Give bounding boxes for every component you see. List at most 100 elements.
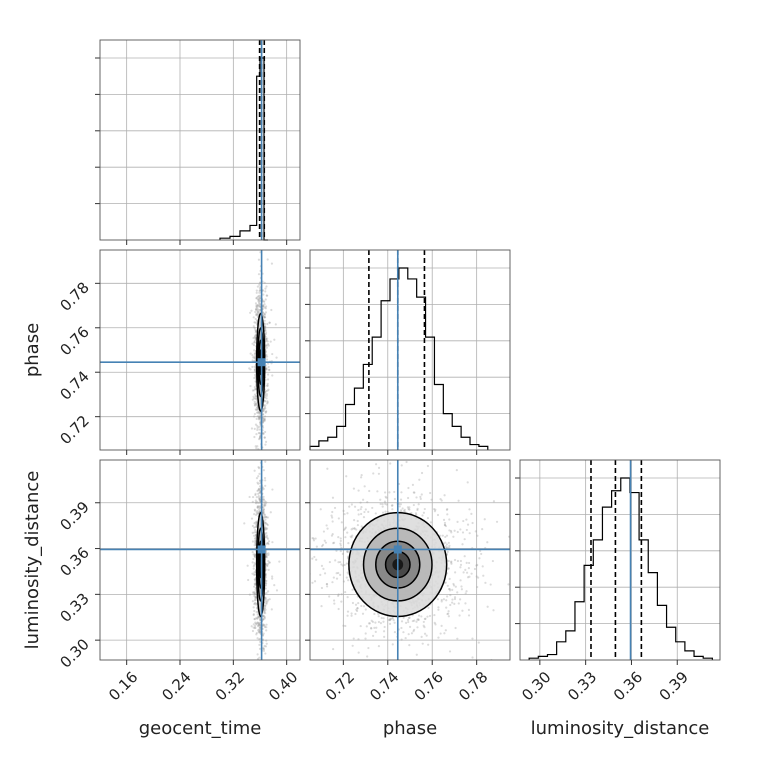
pair-phase-vs-luminosity-distance-point bbox=[354, 603, 358, 606]
pair-geocent-time-vs-luminosity-distance-point bbox=[255, 633, 258, 636]
pair-phase-vs-luminosity-distance-point bbox=[330, 514, 333, 517]
pair-geocent-time-vs-luminosity-distance-point bbox=[263, 516, 266, 519]
pair-geocent-time-vs-luminosity-distance-point bbox=[258, 631, 261, 634]
pair-geocent-time-vs-phase-point bbox=[258, 294, 261, 297]
pair-geocent-time-vs-phase-point bbox=[263, 407, 266, 410]
pair-geocent-time-vs-phase-point bbox=[255, 305, 258, 308]
pair-phase-vs-luminosity-distance-point bbox=[337, 561, 340, 564]
pair-phase-vs-luminosity-distance-point bbox=[407, 633, 410, 636]
pair-geocent-time-vs-luminosity-distance-point bbox=[262, 495, 265, 499]
pair-geocent-time-vs-luminosity-distance-point bbox=[261, 512, 265, 515]
pair-geocent-time-vs-phase-point bbox=[258, 298, 261, 302]
pair-geocent-time-vs-phase-point bbox=[254, 408, 257, 411]
pair-phase-vs-luminosity-distance-point bbox=[345, 475, 348, 478]
pair-geocent-time-vs-luminosity-distance-point bbox=[253, 593, 256, 596]
pair-geocent-time-vs-phase-point bbox=[255, 296, 258, 300]
pair-phase-vs-luminosity-distance-point bbox=[370, 619, 373, 622]
pair-phase-vs-luminosity-distance-point bbox=[452, 582, 455, 586]
pair-phase-vs-luminosity-distance-point bbox=[311, 557, 314, 560]
pair-phase-vs-luminosity-distance-point bbox=[478, 557, 481, 560]
pair-geocent-time-vs-luminosity-distance-point bbox=[254, 513, 258, 517]
pair-geocent-time-vs-luminosity-distance-point bbox=[257, 489, 260, 492]
pair-phase-vs-luminosity-distance-point bbox=[390, 504, 394, 507]
pair-geocent-time-vs-luminosity-distance-point bbox=[265, 626, 268, 629]
pair-geocent-time-vs-luminosity-distance-point bbox=[268, 598, 271, 601]
pair-phase-vs-luminosity-distance-point bbox=[351, 588, 354, 591]
phase-ytick-label-2: 0.76 bbox=[56, 323, 92, 359]
pair-geocent-time-vs-luminosity-distance-point bbox=[266, 666, 268, 668]
pair-geocent-time-vs-luminosity-distance-point bbox=[259, 637, 262, 640]
pair-phase-vs-luminosity-distance-point bbox=[355, 528, 358, 531]
pair-geocent-time-vs-phase-samples bbox=[248, 251, 278, 450]
pair-geocent-time-vs-luminosity-distance-point bbox=[271, 541, 274, 544]
pair-geocent-time-vs-luminosity-distance-point bbox=[264, 608, 267, 611]
pair-phase-vs-luminosity-distance-point bbox=[466, 481, 469, 484]
pair-geocent-time-vs-luminosity-distance-point bbox=[256, 617, 259, 620]
pair-geocent-time-vs-phase-point bbox=[254, 302, 258, 305]
pair-phase-vs-luminosity-distance-point bbox=[380, 616, 383, 620]
pair-phase-vs-luminosity-distance-point bbox=[388, 491, 391, 494]
pair-geocent-time-vs-phase-point bbox=[258, 411, 261, 414]
pair-phase-vs-luminosity-distance-point bbox=[442, 518, 446, 521]
pair-geocent-time-vs-phase-point bbox=[258, 287, 262, 290]
pair-phase-vs-luminosity-distance-point bbox=[346, 571, 349, 574]
pair-phase-vs-luminosity-distance-point bbox=[357, 651, 360, 654]
pair-geocent-time-vs-phase-point bbox=[254, 397, 257, 400]
pair-phase-vs-luminosity-distance-point bbox=[383, 500, 387, 503]
luminosity-distance-tick-label-2: 0.36 bbox=[610, 668, 646, 704]
pair-geocent-time-vs-phase-point bbox=[254, 402, 257, 405]
pair-phase-vs-luminosity-distance-point bbox=[340, 546, 343, 550]
pair-geocent-time-vs-luminosity-distance-point bbox=[256, 637, 259, 640]
pair-phase-vs-luminosity-distance-point bbox=[349, 535, 352, 538]
pair-phase-vs-luminosity-distance-point bbox=[448, 518, 451, 521]
pair-phase-vs-luminosity-distance-point bbox=[440, 499, 443, 502]
pair-geocent-time-vs-luminosity-distance-point bbox=[256, 653, 259, 656]
pair-phase-vs-luminosity-distance-point bbox=[325, 583, 329, 586]
pair-phase-vs-luminosity-distance-point bbox=[446, 595, 449, 598]
pair-phase-vs-luminosity-distance-point bbox=[406, 496, 410, 500]
pair-geocent-time-vs-phase-point bbox=[253, 355, 256, 358]
pair-geocent-time-vs-phase-point bbox=[266, 402, 269, 405]
pair-geocent-time-vs-phase-point bbox=[273, 338, 276, 341]
pair-phase-vs-luminosity-distance-point bbox=[467, 608, 471, 612]
pair-geocent-time-vs-luminosity-distance-point bbox=[265, 602, 268, 606]
pair-phase-vs-luminosity-distance-point bbox=[362, 605, 366, 608]
pair-phase-vs-luminosity-distance-point bbox=[418, 478, 421, 481]
pair-phase-vs-luminosity-distance-point bbox=[351, 534, 354, 537]
pair-geocent-time-vs-phase-point bbox=[254, 321, 257, 324]
pair-phase-vs-luminosity-distance-point bbox=[333, 506, 337, 510]
pair-geocent-time-vs-phase-point bbox=[257, 309, 260, 312]
pair-phase-vs-luminosity-distance-point bbox=[321, 543, 325, 546]
pair-geocent-time-vs-luminosity-distance-point bbox=[258, 498, 261, 501]
pair-geocent-time-vs-phase-point bbox=[253, 412, 256, 416]
pair-phase-vs-luminosity-distance-point bbox=[456, 520, 459, 524]
pair-phase-vs-luminosity-distance-point bbox=[323, 539, 326, 542]
pair-phase-vs-luminosity-distance-point bbox=[341, 552, 344, 555]
pair-geocent-time-vs-phase-point bbox=[262, 413, 265, 416]
pair-geocent-time-vs-phase-point bbox=[254, 404, 257, 407]
pair-phase-vs-luminosity-distance-point bbox=[421, 514, 424, 517]
pair-geocent-time-vs-luminosity-distance-point bbox=[258, 623, 261, 627]
pair-phase-vs-luminosity-distance-point bbox=[429, 521, 433, 524]
pair-phase-vs-luminosity-distance-point bbox=[377, 615, 380, 618]
pair-geocent-time-vs-luminosity-distance-point bbox=[264, 584, 267, 587]
pair-phase-vs-luminosity-distance-point bbox=[400, 491, 403, 494]
pair-geocent-time-vs-phase-point bbox=[254, 352, 257, 355]
pair-geocent-time-vs-luminosity-distance-point bbox=[258, 621, 261, 624]
pair-phase-vs-luminosity-distance-point bbox=[276, 641, 278, 643]
pair-phase-vs-luminosity-distance-point bbox=[302, 563, 304, 565]
pair-geocent-time-vs-luminosity-distance-point bbox=[262, 503, 266, 507]
pair-geocent-time-vs-luminosity-distance-point bbox=[257, 508, 261, 511]
pair-phase-vs-luminosity-distance-point bbox=[312, 539, 316, 542]
pair-geocent-time-vs-phase-point bbox=[251, 398, 254, 401]
pair-geocent-time-vs-luminosity-distance-point bbox=[258, 472, 261, 475]
pair-geocent-time-vs-phase-point bbox=[250, 309, 253, 312]
pair-phase-vs-luminosity-distance-point bbox=[333, 602, 336, 605]
pair-geocent-time-vs-phase-point bbox=[265, 337, 269, 340]
pair-geocent-time-vs-luminosity-distance-point bbox=[258, 491, 261, 495]
pair-geocent-time-vs-luminosity-distance-point bbox=[253, 582, 257, 585]
pair-phase-vs-luminosity-distance-point bbox=[342, 580, 346, 583]
pair-phase-vs-luminosity-distance-point bbox=[273, 523, 275, 525]
pair-geocent-time-vs-phase-point bbox=[265, 285, 268, 288]
pair-geocent-time-vs-luminosity-distance-point bbox=[259, 618, 262, 621]
